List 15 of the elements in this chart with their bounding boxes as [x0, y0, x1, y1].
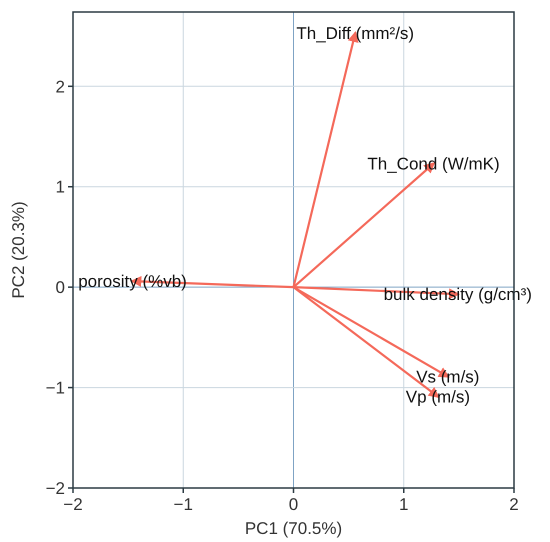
series-label: Th_Cond (W/mK) [367, 154, 500, 174]
y-axis-title: PC2 (20.3%) [9, 201, 28, 299]
x-tick-label: −1 [174, 495, 193, 514]
series-label: Vs (m/s) [416, 367, 480, 386]
x-tick-label: 1 [399, 495, 408, 514]
y-tick-label: −1 [46, 378, 65, 398]
x-tick-label: 2 [509, 495, 519, 514]
y-tick-label: 1 [56, 178, 65, 197]
series-label: Vp (m/s) [406, 388, 470, 407]
x-tick-label: 0 [288, 495, 298, 514]
y-tick-label: 2 [56, 77, 65, 96]
y-tick-label: −2 [46, 478, 65, 498]
y-tick-label: 0 [56, 278, 65, 298]
x-axis-title: PC1 (70.5%) [244, 519, 342, 538]
series-label: Th_Diff (mm²/s) [296, 24, 414, 44]
